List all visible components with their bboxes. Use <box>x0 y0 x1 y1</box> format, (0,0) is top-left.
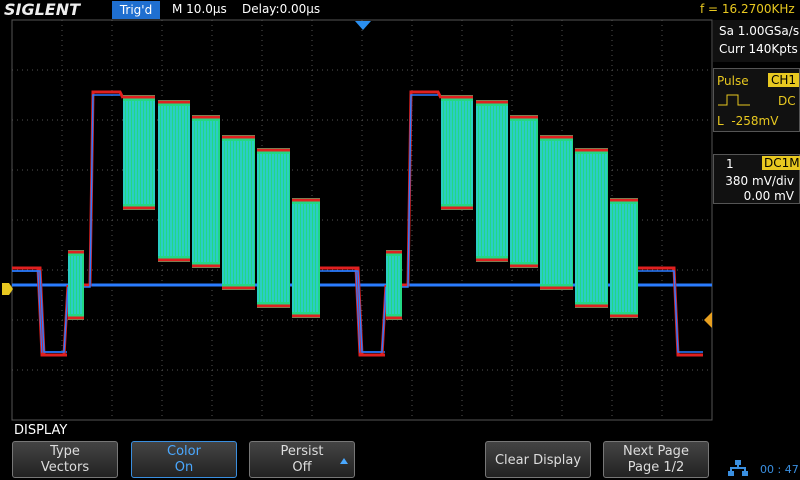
button-label: Persist <box>280 444 324 459</box>
button-value: Off <box>292 460 312 475</box>
channel-marker <box>2 283 13 295</box>
trigger-type: Pulse <box>717 74 749 88</box>
sample-rate: Sa 1.00GSa/s <box>719 24 800 38</box>
edge-trace <box>402 90 443 287</box>
network-icon <box>728 460 748 476</box>
persist-button[interactable]: Persist Off <box>249 441 355 478</box>
button-label: Next Page <box>623 444 689 459</box>
trigger-source: CH1 <box>768 73 800 87</box>
button-value: On <box>174 460 194 475</box>
burst <box>0 198 2 318</box>
pulse-trace <box>12 270 69 353</box>
trigger-level-marker <box>704 312 712 328</box>
trigger-position-marker <box>355 21 371 30</box>
brand: SIGLENT <box>4 0 81 19</box>
waveform-display <box>0 19 713 421</box>
next-page-button[interactable]: Next Page Page 1/2 <box>603 441 709 478</box>
trigger-status: Trig'd <box>112 1 160 19</box>
burst <box>292 198 320 318</box>
top-bar <box>0 0 800 20</box>
menu-title: DISPLAY <box>14 423 68 438</box>
vertical-scale: 380 mV/div <box>725 174 794 188</box>
waveform-period <box>0 198 67 357</box>
edge-trace <box>402 94 438 288</box>
pulse-trace <box>330 270 387 353</box>
waveform-period <box>12 90 385 357</box>
button-value: Vectors <box>40 460 90 475</box>
delay: Delay:0.00μs <box>242 2 321 16</box>
color-button[interactable]: Color On <box>131 441 237 478</box>
arrow-icon <box>340 458 348 464</box>
acquisition-panel: Sa 1.00GSa/s Curr 140Kpts <box>713 20 800 62</box>
burst <box>510 115 538 268</box>
trigger-panel: Pulse CH1 DC L -258mV <box>713 68 800 132</box>
edge-trace <box>84 94 120 288</box>
vertical-offset: 0.00 mV <box>743 189 794 203</box>
edge-trace <box>638 270 703 353</box>
channel-panel: 1 DC1M 380 mV/div 0.00 mV <box>713 154 800 204</box>
trigger-level: L -258mV <box>717 114 779 128</box>
clock: 00 : 47 <box>760 463 799 476</box>
trace <box>0 90 712 357</box>
pulse-icon <box>718 94 750 106</box>
burst <box>192 115 220 268</box>
clear-display-button[interactable]: Clear Display <box>485 441 591 478</box>
edge-trace <box>320 270 385 353</box>
button-value: Page 1/2 <box>627 460 685 475</box>
type-button[interactable]: Type Vectors <box>12 441 118 478</box>
memory-depth: Curr 140Kpts <box>719 42 798 56</box>
channel-coupling: DC1M <box>762 156 800 170</box>
burst <box>610 198 638 318</box>
edge-trace <box>320 266 385 357</box>
trigger-coupling: DC <box>778 94 796 108</box>
waveform-period <box>330 90 703 357</box>
button-label: Color <box>167 444 201 459</box>
button-label: Type <box>50 444 80 459</box>
button-label: Clear Display <box>494 453 582 468</box>
frequency: f = 16.2700KHz <box>700 2 795 16</box>
edge-trace <box>84 90 125 287</box>
timebase: M 10.0μs <box>172 2 227 16</box>
channel-number: 1 <box>726 157 734 171</box>
edge-trace <box>638 266 703 357</box>
